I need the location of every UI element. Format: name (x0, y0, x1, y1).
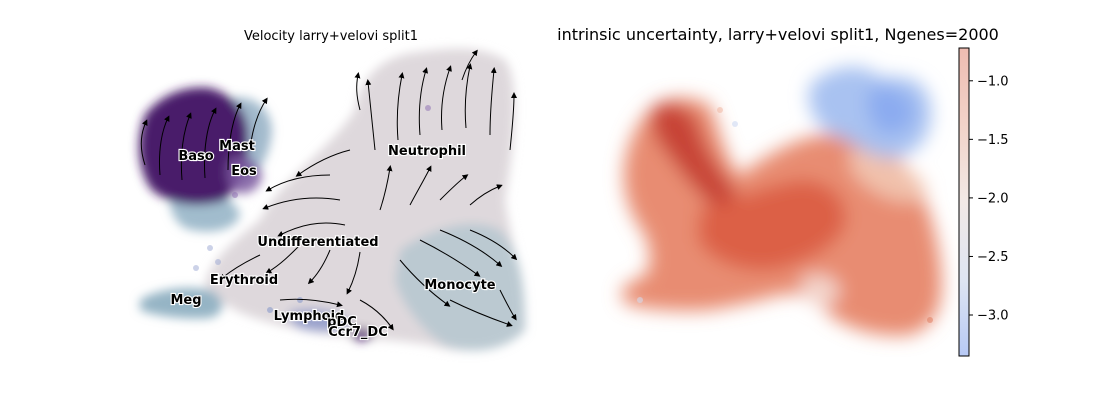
cells-ccr7-region (352, 328, 374, 341)
colorbar-tick-label: −1.0 (977, 74, 1009, 89)
uncertainty-panel-title: intrinsic uncertainty, larry+velovi spli… (557, 25, 999, 44)
colorbar-tick-label: −2.5 (977, 250, 1009, 265)
velocity-cell-dots (193, 105, 431, 313)
velocity-streamlines (140, 49, 518, 331)
cluster-label-meg: Meg (170, 293, 201, 308)
cells-lowest-uncertainty (867, 86, 915, 134)
cluster-label-neutrophil: Neutrophil (388, 144, 466, 159)
uncertainty-embedding-cells (621, 66, 942, 336)
streamline (180, 112, 192, 181)
cell-dot (215, 259, 221, 265)
streamline (399, 259, 451, 307)
cell-dot (207, 245, 213, 251)
streamline (439, 174, 469, 201)
streamline (396, 72, 405, 141)
cells-high-uncertainty (651, 102, 736, 208)
streamline (449, 299, 513, 327)
cluster-labels: Baso Mast Eos Neutrophil Undifferentiate… (169, 138, 497, 341)
colorbar-tick-label: −1.5 (977, 133, 1009, 148)
streamline (307, 249, 331, 285)
streamline (469, 229, 518, 261)
streamline (461, 49, 478, 81)
streamline (359, 299, 394, 331)
cluster-label-lymphoid: Lymphoid (274, 309, 345, 324)
cell-dot (297, 297, 303, 303)
streamline (140, 119, 148, 166)
cluster-label-mast: Mast (219, 139, 255, 154)
cell-dot (232, 192, 238, 198)
streamline (227, 102, 242, 171)
cluster-label-baso: Baso (178, 149, 213, 164)
cells-central-mass (698, 180, 846, 271)
cluster-label-ccr7-dc: Ccr7_DC (328, 325, 388, 340)
cluster-label-monocyte: Monocyte (424, 278, 495, 293)
streamline (219, 254, 261, 280)
streamline (265, 244, 301, 274)
streamline (265, 174, 331, 192)
cell-dot (732, 121, 738, 127)
streamline (295, 149, 351, 177)
cluster-label-pdc: pDC (327, 315, 357, 330)
cells-gap (800, 274, 840, 306)
colorbar-ticks: −1.0 −1.5 −2.0 −2.5 −3.0 (969, 74, 1009, 324)
streamline (262, 197, 341, 210)
cells-eos-region (226, 156, 262, 194)
streamline (418, 67, 429, 136)
streamline (469, 184, 503, 206)
streamline (354, 72, 361, 111)
streamline (346, 251, 361, 295)
streamline (277, 222, 346, 237)
streamline (509, 92, 517, 151)
cell-dot (193, 265, 199, 271)
colorbar-tick-label: −2.0 (977, 191, 1009, 206)
cluster-label-undifferentiated: Undifferentiated (257, 235, 378, 250)
cells-meg-region (140, 288, 223, 319)
streamline (409, 165, 432, 206)
velocity-panel-title: Velocity larry+velovi split1 (244, 29, 418, 44)
cell-dot (267, 307, 273, 313)
cluster-label-eos: Eos (231, 164, 257, 179)
uncertainty-cell-dots (637, 107, 933, 323)
streamline (499, 289, 517, 321)
colorbar-tick-label: −3.0 (977, 309, 1009, 324)
streamline (489, 67, 497, 136)
cell-dot (717, 107, 723, 113)
colorbar: −1.0 −1.5 −2.0 −2.5 −3.0 (958, 47, 1009, 357)
cell-dot (637, 297, 643, 303)
uncertainty-panel: intrinsic uncertainty, larry+velovi spli… (557, 25, 1009, 357)
streamline (379, 165, 393, 211)
streamline (204, 107, 217, 179)
velocity-panel: Velocity larry+velovi split1 (139, 29, 525, 351)
cluster-label-erythroid: Erythroid (210, 273, 278, 288)
cell-dot (425, 105, 431, 111)
cell-dot (927, 317, 933, 323)
streamline (279, 298, 343, 308)
cells-lymphoid-region (288, 309, 350, 332)
streamline (159, 115, 170, 176)
streamline (439, 229, 503, 267)
cells-peach-band (850, 149, 926, 202)
streamline (464, 63, 473, 129)
streamline (419, 239, 481, 277)
streamline (249, 97, 268, 151)
streamline (441, 65, 452, 131)
colorbar-gradient (958, 47, 970, 357)
streamline (365, 79, 376, 151)
